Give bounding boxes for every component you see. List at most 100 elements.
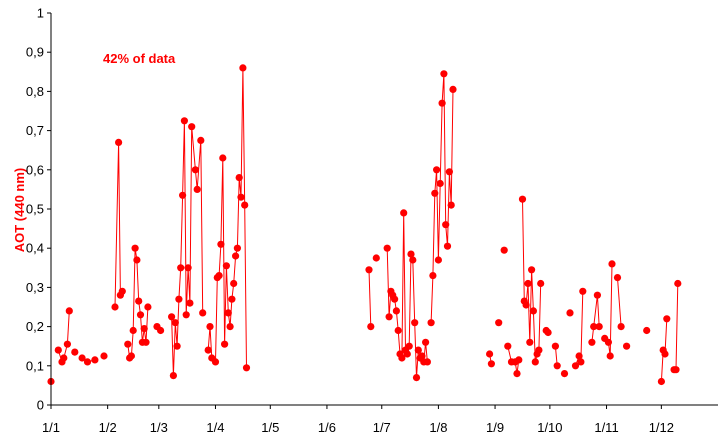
data-point bbox=[63, 340, 71, 348]
data-point bbox=[193, 185, 201, 193]
data-point bbox=[118, 287, 126, 295]
data-point bbox=[233, 244, 241, 252]
data-point bbox=[157, 326, 165, 335]
data-point bbox=[535, 346, 543, 354]
data-point bbox=[553, 362, 561, 370]
data-point bbox=[179, 191, 187, 199]
data-point bbox=[672, 366, 680, 374]
data-point bbox=[513, 370, 521, 378]
data-point bbox=[608, 260, 616, 268]
series-points bbox=[47, 64, 682, 386]
x-tick-label: 1/11 bbox=[594, 420, 618, 435]
data-point bbox=[230, 279, 238, 288]
y-tick-label: 0,4 bbox=[26, 241, 44, 256]
data-point bbox=[71, 348, 79, 356]
data-point bbox=[544, 328, 552, 337]
data-point bbox=[211, 358, 220, 366]
data-point bbox=[577, 358, 585, 366]
data-point bbox=[168, 313, 176, 321]
data-point bbox=[449, 85, 457, 93]
data-point bbox=[661, 350, 669, 358]
data-point bbox=[199, 309, 207, 317]
y-tick-label: 0,2 bbox=[26, 319, 44, 334]
data-point bbox=[566, 309, 574, 317]
data-point bbox=[400, 209, 408, 217]
data-point bbox=[206, 323, 214, 331]
data-point bbox=[237, 193, 245, 201]
y-tick-label: 0 bbox=[37, 398, 44, 413]
y-tick-label: 0,1 bbox=[26, 358, 44, 373]
data-point bbox=[445, 168, 453, 176]
data-point bbox=[222, 262, 230, 270]
data-point bbox=[129, 326, 137, 335]
data-point bbox=[372, 254, 380, 262]
data-point bbox=[224, 309, 232, 317]
data-point bbox=[226, 323, 234, 331]
data-point bbox=[177, 264, 185, 272]
data-point bbox=[595, 323, 603, 331]
data-point bbox=[241, 201, 249, 209]
series-line-segment bbox=[368, 269, 372, 327]
data-point bbox=[486, 350, 494, 358]
data-point bbox=[436, 179, 444, 188]
data-point bbox=[431, 189, 439, 197]
data-point bbox=[180, 117, 188, 125]
data-point bbox=[422, 338, 430, 346]
x-tick-label: 1/12 bbox=[649, 420, 674, 435]
data-point bbox=[111, 303, 119, 311]
series-line-segment bbox=[591, 295, 600, 343]
x-tick-label: 1/7 bbox=[373, 420, 391, 435]
data-point bbox=[191, 166, 199, 174]
x-tick-label: 1/5 bbox=[261, 420, 279, 435]
x-tick-label: 1/9 bbox=[486, 420, 504, 435]
x-tick-label: 1/2 bbox=[99, 420, 117, 435]
data-point bbox=[524, 279, 532, 288]
y-tick-label: 0,5 bbox=[26, 202, 44, 217]
y-tick-label: 0,3 bbox=[26, 280, 44, 295]
y-axis-tick-labels: 0 0,1 0,2 0,3 0,4 0,5 0,6 0,7 0,8 0,9 1 bbox=[26, 6, 51, 413]
data-point bbox=[579, 287, 587, 295]
data-point bbox=[398, 354, 406, 362]
data-point bbox=[78, 354, 86, 362]
data-point bbox=[391, 295, 399, 303]
data-point bbox=[186, 299, 194, 307]
data-point bbox=[528, 266, 536, 274]
data-point bbox=[403, 350, 411, 358]
data-point bbox=[407, 250, 415, 258]
data-point bbox=[414, 346, 422, 354]
data-point bbox=[182, 311, 190, 319]
series-line-segment bbox=[207, 67, 247, 368]
data-point bbox=[232, 252, 240, 260]
data-point bbox=[575, 352, 583, 360]
data-point bbox=[504, 342, 512, 350]
series-line-segment bbox=[430, 73, 454, 323]
data-point bbox=[423, 358, 431, 366]
data-point bbox=[217, 240, 225, 248]
series-line-segment bbox=[674, 283, 679, 371]
data-point bbox=[383, 244, 391, 252]
data-point bbox=[409, 256, 417, 264]
data-point bbox=[197, 136, 205, 144]
data-point bbox=[606, 352, 614, 360]
data-point bbox=[204, 346, 212, 354]
data-point bbox=[173, 342, 181, 350]
series-lines bbox=[57, 67, 679, 382]
data-point bbox=[169, 372, 177, 380]
data-point bbox=[385, 313, 393, 321]
x-tick-label: 1/1 bbox=[42, 420, 60, 435]
y-tick-label: 0,7 bbox=[26, 123, 44, 138]
x-tick-label: 1/6 bbox=[318, 420, 336, 435]
y-tick-label: 0,8 bbox=[26, 84, 44, 99]
data-point bbox=[560, 370, 569, 378]
y-axis-label: AOT (440 nm) bbox=[12, 168, 27, 253]
data-point bbox=[590, 323, 598, 331]
data-point bbox=[411, 319, 419, 327]
x-tick-label: 1/8 bbox=[429, 420, 447, 435]
data-point bbox=[663, 315, 671, 323]
data-point bbox=[434, 256, 442, 264]
data-point bbox=[433, 166, 441, 174]
data-point bbox=[367, 323, 375, 331]
data-point bbox=[115, 138, 123, 146]
data-point bbox=[394, 326, 402, 335]
